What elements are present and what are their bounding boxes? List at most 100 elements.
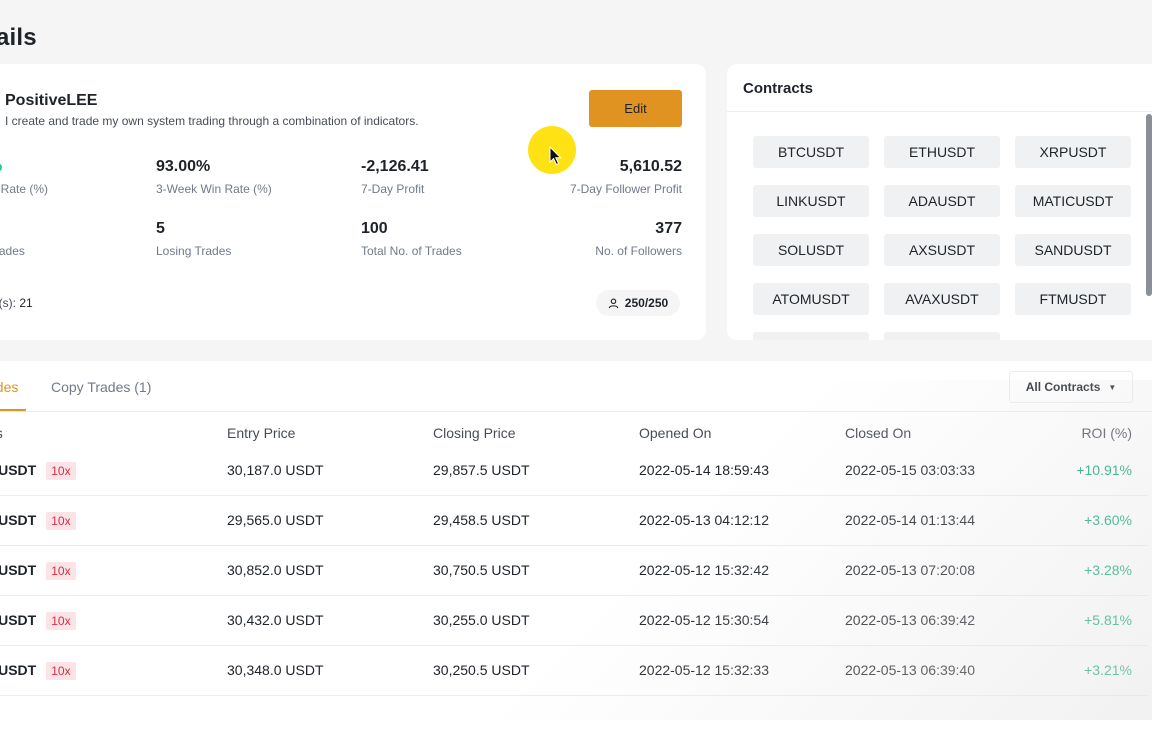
contract-chip[interactable]: FTMUSDT (1015, 283, 1131, 315)
closing-price: 30,250.5 USDT (433, 662, 530, 678)
contract-chip[interactable]: ATOMUSDT (753, 283, 869, 315)
leverage-badge: 10x (46, 512, 76, 530)
stat-value: 5 (156, 220, 165, 237)
contract-chip[interactable]: ETHUSDT (884, 136, 1000, 168)
closing-price: 29,857.5 USDT (433, 462, 530, 478)
person-icon (608, 298, 618, 308)
column-header-closing-price: Closing Price (433, 425, 516, 441)
roi-value: +5.81% (1084, 612, 1132, 628)
contract-chip[interactable]: LINKUSDT (753, 185, 869, 217)
trade-symbol: CUSDT 10x (0, 595, 76, 645)
table-row[interactable]: CUSDT 10x 30,432.0 USDT 30,255.0 USDT 202… (0, 595, 1148, 646)
opened-on: 2022-05-12 15:30:54 (639, 612, 769, 628)
filter-label: All Contracts (1025, 380, 1101, 394)
stat-trades: Trades (0, 220, 25, 258)
contract-chip[interactable]: AVAXUSDT (884, 283, 1000, 315)
symbol-text: CUSDT (0, 512, 37, 528)
roi-value: +3.28% (1084, 562, 1132, 578)
closed-on: 2022-05-13 07:20:08 (845, 562, 975, 578)
table-row[interactable]: CUSDT 10x 30,852.0 USDT 30,750.5 USDT 202… (0, 545, 1148, 596)
edit-button[interactable]: Edit (589, 90, 682, 127)
closing-price: 30,750.5 USDT (433, 562, 530, 578)
page-title: ails (0, 24, 37, 51)
stat-losing-trades: 5 Losing Trades (156, 220, 231, 258)
trader-username: PositiveLEE (5, 92, 98, 109)
roi-value: +3.21% (1084, 662, 1132, 678)
contract-chip-partial[interactable] (753, 332, 869, 340)
closing-price: 30,255.0 USDT (433, 612, 530, 628)
contract-chip[interactable]: AXSUSDT (884, 234, 1000, 266)
trading-days-value: 21 (19, 296, 33, 310)
divider (727, 111, 1152, 112)
trade-symbol: CUSDT 10x (0, 445, 76, 495)
followers-capacity-value: 250/250 (624, 296, 669, 310)
trade-symbol: CUSDT 10x (0, 545, 76, 595)
stat-label: Trades (0, 244, 25, 258)
stat-value: % (0, 158, 48, 176)
contract-chip[interactable]: BTCUSDT (753, 136, 869, 168)
trading-days-label: ay(s): (0, 296, 16, 310)
stat-label: 7-Day Profit (361, 182, 425, 196)
entry-price: 30,852.0 USDT (227, 562, 324, 578)
symbol-text: CUSDT (0, 462, 37, 478)
tab-copy-trades[interactable]: Copy Trades (1) (51, 379, 152, 395)
stat-label: Losing Trades (156, 244, 232, 258)
closed-on: 2022-05-15 03:03:33 (845, 462, 975, 478)
symbol-text: CUSDT (0, 662, 37, 678)
stat-value (0, 220, 25, 238)
opened-on: 2022-05-13 04:12:12 (639, 512, 769, 528)
stat-7-day-follower-profit: 5,610.52 7-Day Follower Profit (570, 158, 682, 196)
table-row[interactable]: CUSDT 10x 30,348.0 USDT 30,250.5 USDT 202… (0, 645, 1148, 696)
contracts-filter-dropdown[interactable]: All Contracts ▼ (1009, 371, 1133, 403)
contract-chip[interactable]: SOLUSDT (753, 234, 869, 266)
table-row[interactable]: CUSDT 10x 30,187.0 USDT 29,857.5 USDT 202… (0, 445, 1148, 496)
closed-on: 2022-05-13 06:39:42 (845, 612, 975, 628)
trading-days: ay(s): 21 (0, 296, 33, 310)
divider (0, 411, 1152, 412)
opened-on: 2022-05-14 18:59:43 (639, 462, 769, 478)
contracts-scrollbar[interactable] (1146, 114, 1152, 296)
mouse-pointer-icon (549, 146, 562, 166)
contract-chip[interactable]: SANDUSDT (1015, 234, 1131, 266)
opened-on: 2022-05-12 15:32:33 (639, 662, 769, 678)
contract-chip-partial[interactable] (884, 332, 1000, 340)
stat-label: Total No. of Trades (361, 244, 462, 258)
column-header-roi: ROI (%) (1081, 425, 1132, 441)
leverage-badge: 10x (46, 612, 76, 630)
stat-win-rate: % in Rate (%) (0, 158, 48, 196)
entry-price: 29,565.0 USDT (227, 512, 324, 528)
entry-price: 30,187.0 USDT (227, 462, 324, 478)
trader-bio: I create and trade my own system trading… (5, 114, 419, 128)
leverage-badge: 10x (46, 462, 76, 480)
stat-label: in Rate (%) (0, 182, 49, 196)
trader-profile-card: PositiveLEE I create and trade my own sy… (0, 64, 706, 340)
opened-on: 2022-05-12 15:32:42 (639, 562, 769, 578)
stat-value: 100 (361, 220, 388, 237)
column-header-entry-price: Entry Price (227, 425, 296, 441)
trades-section: ades Copy Trades (1) All Contracts ▼ ns … (0, 361, 1152, 741)
contracts-panel: Contracts BTCUSDT ETHUSDT XRPUSDT LINKUS… (727, 64, 1152, 340)
stat-value: -2,126.41 (361, 158, 429, 175)
tab-trades[interactable]: ades (0, 379, 19, 395)
symbol-text: CUSDT (0, 562, 37, 578)
roi-value: +10.91% (1076, 462, 1132, 478)
roi-value: +3.60% (1084, 512, 1132, 528)
stat-total-trades: 100 Total No. of Trades (361, 220, 462, 258)
contract-chip[interactable]: ADAUSDT (884, 185, 1000, 217)
closed-on: 2022-05-14 01:13:44 (845, 512, 975, 528)
stat-3-week-win-rate: 93.00% 3-Week Win Rate (%) (156, 158, 272, 196)
table-row[interactable]: CUSDT 10x 29,565.0 USDT 29,458.5 USDT 202… (0, 495, 1148, 546)
trade-symbol: CUSDT 10x (0, 495, 76, 545)
contract-chip[interactable]: XRPUSDT (1015, 136, 1131, 168)
stat-label: 7-Day Follower Profit (569, 182, 682, 196)
contracts-title: Contracts (743, 80, 814, 97)
trade-symbol: CUSDT 10x (0, 645, 76, 695)
followers-capacity-badge: 250/250 (596, 290, 680, 316)
leverage-badge: 10x (46, 662, 76, 680)
leverage-badge: 10x (46, 562, 76, 580)
column-header-closed-on: Closed On (845, 425, 912, 441)
stat-value: 5,610.52 (619, 158, 682, 175)
symbol-text: CUSDT (0, 612, 37, 628)
stat-7-day-profit: -2,126.41 7-Day Profit (361, 158, 429, 196)
contract-chip[interactable]: MATICUSDT (1015, 185, 1131, 217)
